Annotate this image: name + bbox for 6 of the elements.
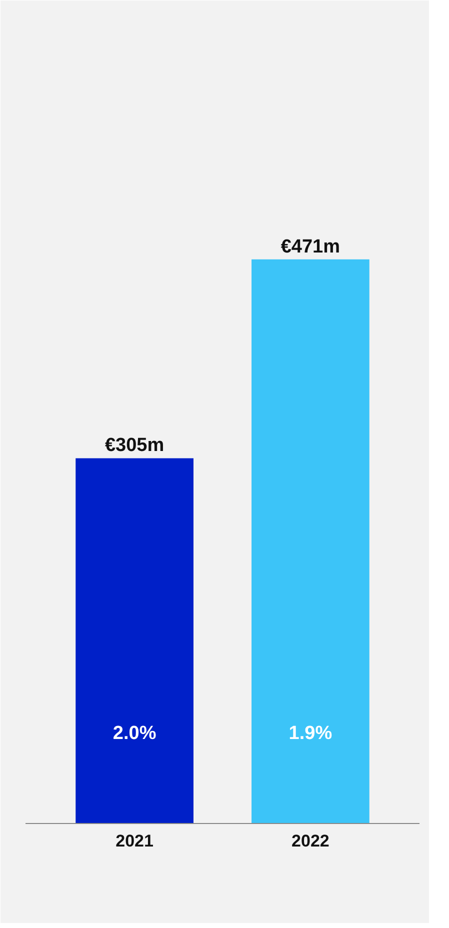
x-tick-label: 2021 [116, 832, 154, 850]
data-label: €471m [280, 236, 340, 258]
x-tick-label: 2022 [292, 832, 330, 850]
annotation: 1.9% [288, 723, 332, 744]
data-label: €305m [104, 435, 164, 456]
annotation: 2.0% [112, 723, 156, 744]
